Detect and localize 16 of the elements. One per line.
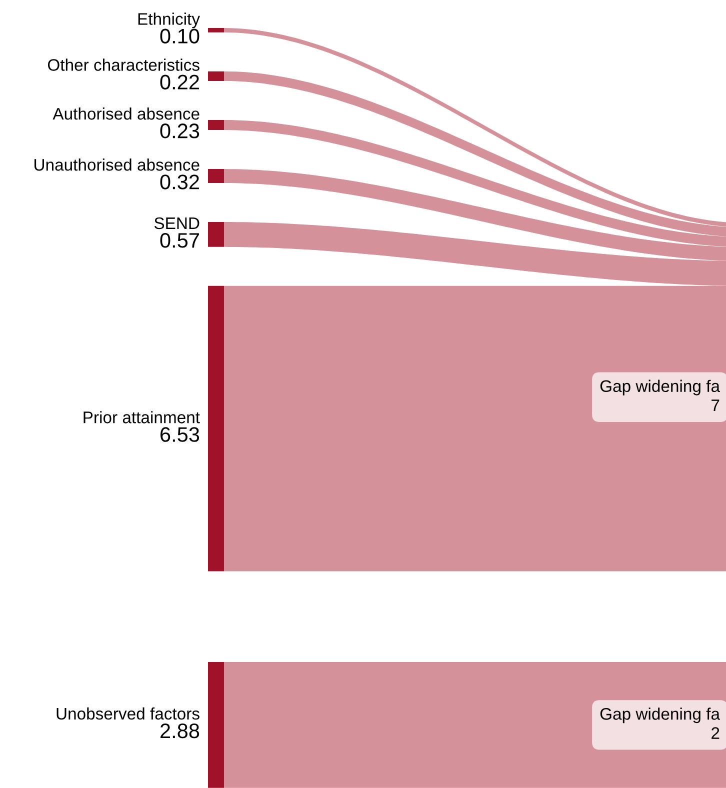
data-label: 0.23 [160,124,200,138]
data-label: 0.22 [160,74,199,90]
category-label: SEND [154,217,200,230]
category-label: Unauthorised absence [34,158,200,171]
category-label: Unobserved factors [56,707,200,720]
category-label: Prior attainment [84,411,200,424]
data-label: 0.57 [160,233,199,248]
text: Gap widening fa 2 [600,708,720,739]
category-label: Other characteristics [48,58,200,71]
data-label: 6.53 [160,427,200,442]
text: Gap widening fa 7 [600,380,720,412]
category-label: Ethnicity [138,12,200,28]
data-label: 0.10 [160,28,200,44]
data-label: 0.32 [160,174,199,190]
category-label: Authorised absence [52,107,200,120]
data-label: 2.88 [160,723,200,738]
